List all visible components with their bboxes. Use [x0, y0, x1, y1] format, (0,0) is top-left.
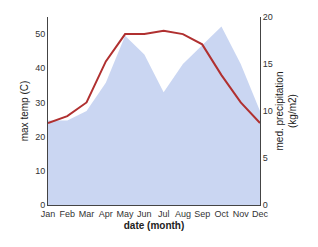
svg-text:30: 30 — [35, 98, 45, 108]
svg-text:0: 0 — [263, 200, 268, 210]
svg-text:15: 15 — [263, 59, 273, 69]
svg-text:5: 5 — [263, 153, 268, 163]
svg-text:Aug: Aug — [175, 209, 191, 219]
svg-text:Oct: Oct — [214, 209, 229, 219]
svg-text:Nov: Nov — [233, 209, 250, 219]
svg-text:Mar: Mar — [79, 209, 95, 219]
svg-text:Jan: Jan — [41, 209, 56, 219]
svg-text:May: May — [117, 209, 135, 219]
svg-text:10: 10 — [35, 166, 45, 176]
svg-text:med. precipitation(kg/m2): med. precipitation(kg/m2) — [274, 72, 298, 151]
svg-text:Sep: Sep — [194, 209, 210, 219]
svg-text:50: 50 — [35, 29, 45, 39]
svg-text:0: 0 — [40, 200, 45, 210]
svg-text:Apr: Apr — [99, 209, 113, 219]
svg-text:40: 40 — [35, 63, 45, 73]
svg-text:Jun: Jun — [137, 209, 152, 219]
svg-text:Dec: Dec — [252, 209, 269, 219]
svg-text:date (month): date (month) — [124, 220, 185, 231]
svg-text:Jul: Jul — [158, 209, 170, 219]
svg-text:max temp (C): max temp (C) — [19, 81, 30, 142]
svg-text:10: 10 — [263, 106, 273, 116]
svg-text:Feb: Feb — [60, 209, 76, 219]
svg-text:20: 20 — [263, 12, 273, 22]
svg-text:20: 20 — [35, 132, 45, 142]
